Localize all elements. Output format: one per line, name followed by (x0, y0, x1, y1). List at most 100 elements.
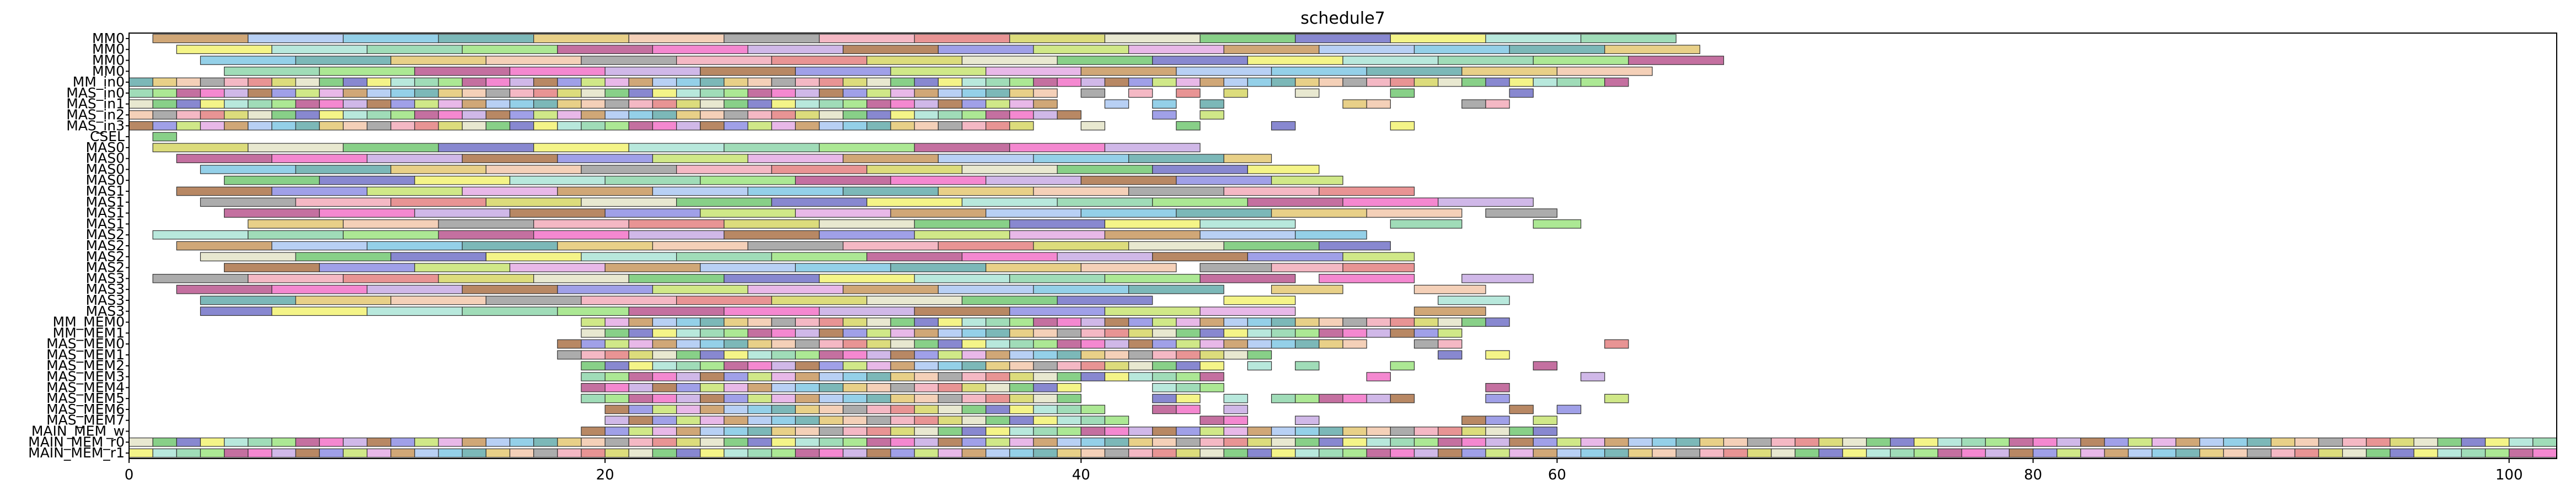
y-tick-label: MAS0 (86, 172, 125, 188)
schedule-bar (676, 295, 772, 305)
schedule-bar (366, 121, 392, 131)
schedule-bar (890, 175, 987, 185)
schedule-bar (1461, 66, 1558, 76)
schedule-bar (295, 110, 320, 120)
schedule-bar (248, 230, 344, 240)
schedule-bar (2056, 448, 2081, 458)
schedule-bar (1390, 328, 1415, 338)
schedule-bar (1890, 437, 1915, 447)
schedule-bar (747, 350, 772, 360)
schedule-bar (747, 99, 772, 109)
schedule-bar (604, 437, 629, 447)
y-tick-label: MAS_MEM6 (46, 401, 125, 417)
schedule-bar (1128, 45, 1224, 55)
schedule-bar (914, 416, 939, 425)
schedule-bar (747, 416, 772, 425)
y-tick-label: MAS1 (86, 183, 125, 199)
schedule-bar (724, 405, 748, 414)
schedule-bar (224, 121, 249, 131)
schedule-bar (795, 437, 820, 447)
schedule-bar (1176, 393, 1201, 403)
schedule-bar (700, 328, 725, 338)
schedule-bar (509, 88, 534, 98)
schedule-bar (2390, 437, 2414, 447)
schedule-bar (1747, 448, 1772, 458)
schedule-bar (1413, 45, 1510, 55)
schedule-bar (890, 88, 915, 98)
schedule-bar (581, 121, 606, 131)
schedule-bar (342, 448, 368, 458)
schedule-bar (795, 88, 820, 98)
schedule-bar (1271, 121, 1296, 131)
schedule-bar (224, 448, 249, 458)
schedule-bar (724, 361, 748, 371)
schedule-bar (2413, 448, 2438, 458)
schedule-bar (2032, 437, 2058, 447)
schedule-bar (1914, 437, 1938, 447)
schedule-bar (652, 339, 677, 349)
schedule-bar (1247, 437, 1272, 447)
schedule-bar (724, 416, 748, 425)
schedule-bar (1461, 437, 1486, 447)
schedule-bar (604, 393, 629, 403)
schedule-bar (1152, 165, 1248, 174)
schedule-bar (1199, 230, 1296, 240)
schedule-bar (1033, 393, 1058, 403)
schedule-bar (1009, 88, 1034, 98)
schedule-bar (914, 34, 1010, 44)
schedule-bar (581, 372, 606, 381)
schedule-bar (866, 88, 891, 98)
schedule-bar (1556, 77, 1582, 87)
schedule-bar (2390, 448, 2414, 458)
schedule-bar (1271, 427, 1296, 436)
schedule-bar (961, 252, 1058, 262)
schedule-bar (676, 339, 701, 349)
schedule-bar (628, 437, 654, 447)
schedule-bar (581, 56, 677, 65)
schedule-bar (652, 350, 677, 360)
schedule-bar (747, 154, 844, 163)
schedule-bar (747, 88, 772, 98)
schedule-bar (914, 350, 939, 360)
schedule-bar (866, 393, 891, 403)
schedule-bar (795, 317, 820, 327)
schedule-bar (1009, 34, 1106, 44)
schedule-bar (485, 197, 582, 207)
schedule-bar (652, 317, 677, 327)
schedule-bar (604, 448, 629, 458)
schedule-bar (1080, 405, 1106, 414)
schedule-bar (986, 317, 1010, 327)
schedule-bar (200, 295, 296, 305)
schedule-bar (438, 99, 463, 109)
schedule-bar (1152, 99, 1177, 109)
schedule-bar (1223, 317, 1248, 327)
schedule-bar (818, 77, 844, 87)
schedule-bar (1342, 448, 1367, 458)
schedule-bar (771, 121, 796, 131)
schedule-bar (986, 208, 1081, 218)
schedule-bar (1295, 88, 1320, 98)
y-tick-label: MAS3 (86, 292, 125, 308)
schedule-bar (533, 219, 629, 229)
schedule-bar (1461, 77, 1486, 87)
schedule-bar (1842, 437, 1867, 447)
schedule-bar (866, 361, 891, 371)
schedule-bar (818, 143, 915, 153)
schedule-bar (843, 121, 867, 131)
schedule-bar (295, 56, 392, 65)
schedule-bar (1319, 274, 1415, 283)
schedule-bar (152, 274, 249, 283)
schedule-bar (1057, 339, 1081, 349)
schedule-bar (1104, 77, 1129, 87)
schedule-bar (961, 317, 987, 327)
schedule-bar (1057, 372, 1081, 381)
schedule-bar (843, 45, 939, 55)
schedule-bar (342, 110, 368, 120)
schedule-bar (890, 361, 915, 371)
schedule-bar (1247, 350, 1272, 360)
schedule-bar (1366, 393, 1391, 403)
schedule-bar (961, 56, 1058, 65)
schedule-bar (1985, 448, 2010, 458)
schedule-bar (295, 252, 392, 262)
schedule-bars (128, 34, 2557, 458)
